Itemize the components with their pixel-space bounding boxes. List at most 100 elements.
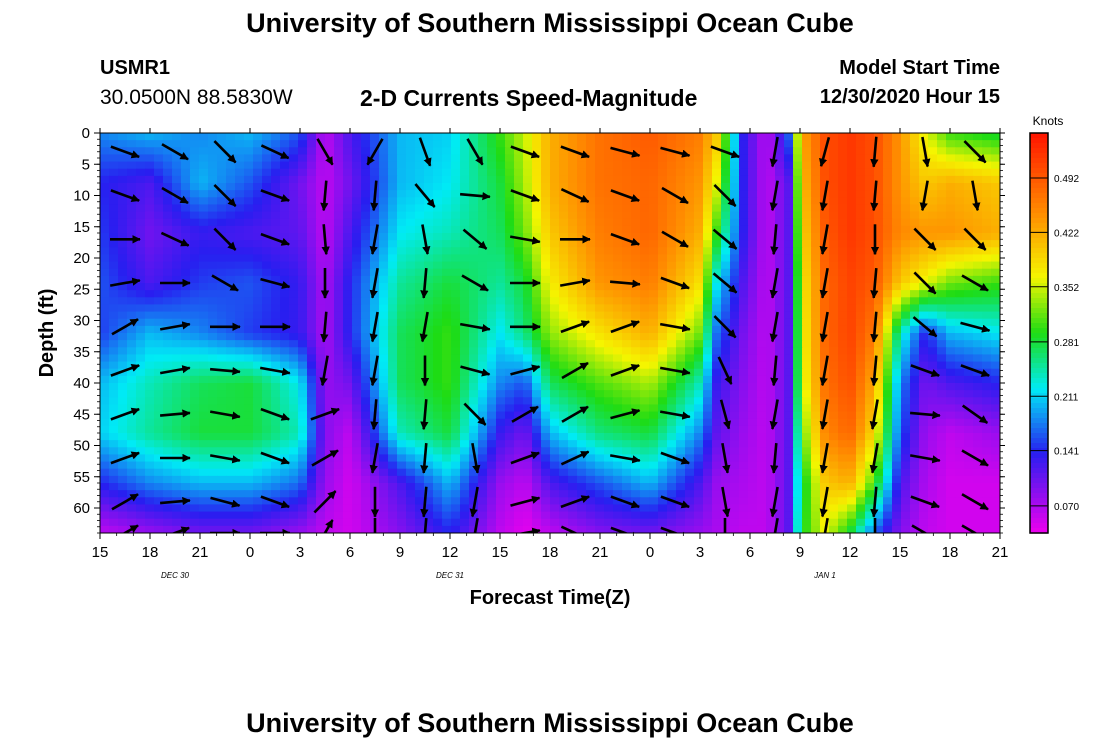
heatmap-cell <box>730 261 740 270</box>
heatmap-cell <box>559 468 569 477</box>
heatmap-cell <box>586 311 596 320</box>
heatmap-cell <box>838 233 848 241</box>
heatmap-cell <box>640 140 650 148</box>
heatmap-cell <box>469 183 479 191</box>
heatmap-cell <box>100 275 110 284</box>
heatmap-cell <box>298 440 308 448</box>
heatmap-cell <box>289 454 299 463</box>
heatmap-cell <box>307 468 317 477</box>
heatmap-cell <box>253 418 263 427</box>
heatmap-cell <box>910 197 920 206</box>
heatmap-cell <box>694 190 704 198</box>
heatmap-cell <box>487 268 497 277</box>
heatmap-cell <box>883 333 893 341</box>
heatmap-cell <box>586 447 596 456</box>
heatmap-cell <box>100 225 110 234</box>
heatmap-cell <box>307 233 317 241</box>
heatmap-cell <box>946 383 956 391</box>
heatmap-cell <box>145 240 155 248</box>
heatmap-cell <box>181 147 191 156</box>
heatmap-cell <box>370 447 380 456</box>
heatmap-cell <box>244 197 254 206</box>
heatmap-cell <box>730 404 740 413</box>
heatmap-cell <box>478 211 488 220</box>
heatmap-cell <box>244 425 254 434</box>
heatmap-cell <box>856 304 866 313</box>
heatmap-cell <box>181 190 191 198</box>
heatmap-cell <box>955 333 965 341</box>
heatmap-cell <box>856 390 866 398</box>
heatmap-cell <box>937 333 947 341</box>
heatmap-cell <box>325 340 335 348</box>
heatmap-cell <box>577 468 587 477</box>
heatmap-cell <box>604 147 614 156</box>
heatmap-cell <box>946 283 956 291</box>
heatmap-cell <box>901 140 911 148</box>
heatmap-cell <box>586 318 596 327</box>
heatmap-cell <box>928 211 938 220</box>
heatmap-cell <box>262 154 272 163</box>
heatmap-cell <box>271 333 281 341</box>
heatmap-cell <box>505 404 515 413</box>
heatmap-cell <box>694 340 704 348</box>
heatmap-cell <box>343 254 353 263</box>
heatmap-cell <box>694 475 704 484</box>
heatmap-cell <box>379 161 389 170</box>
heatmap-cell <box>874 161 884 170</box>
heatmap-cell <box>145 140 155 148</box>
heatmap-cell <box>550 311 560 320</box>
heatmap-cell <box>649 325 659 334</box>
heatmap-cell <box>514 447 524 456</box>
heatmap-cell <box>406 433 416 441</box>
heatmap-cell <box>640 361 650 370</box>
heatmap-cell <box>973 225 983 234</box>
heatmap-cell <box>550 354 560 363</box>
heatmap-cell <box>190 240 200 248</box>
heatmap-cell <box>109 425 119 434</box>
heatmap-cell <box>136 147 146 156</box>
heatmap-cell <box>901 375 911 384</box>
heatmap-cell <box>658 418 668 427</box>
heatmap-cell <box>919 347 929 356</box>
heatmap-cell <box>838 461 848 470</box>
heatmap-cell <box>802 383 812 391</box>
heatmap-cell <box>379 361 389 370</box>
heatmap-cell <box>865 140 875 148</box>
heatmap-cell <box>667 225 677 234</box>
heatmap-cell <box>748 325 758 334</box>
heatmap-cell <box>703 411 713 420</box>
heatmap-cell <box>127 254 137 263</box>
heatmap-cell <box>703 304 713 313</box>
heatmap-cell <box>856 483 866 491</box>
heatmap-cell <box>217 218 227 227</box>
heatmap-cell <box>343 418 353 427</box>
heatmap-cell <box>388 375 398 384</box>
heatmap-cell <box>433 375 443 384</box>
heatmap-cell <box>505 454 515 463</box>
heatmap-cell <box>856 340 866 348</box>
speed-heatmap <box>100 133 1000 533</box>
heatmap-cell <box>451 411 461 420</box>
heatmap-cell <box>127 340 137 348</box>
heatmap-cell <box>631 440 641 448</box>
heatmap-cell <box>685 140 695 148</box>
heatmap-cell <box>703 354 713 363</box>
heatmap-cell <box>901 340 911 348</box>
heatmap-cell <box>973 361 983 370</box>
heatmap-cell <box>289 347 299 356</box>
heatmap-cell <box>523 197 533 206</box>
heatmap-cell <box>397 318 407 327</box>
heatmap-cell <box>316 197 326 206</box>
heatmap-cell <box>379 183 389 191</box>
heatmap-cell <box>982 333 992 341</box>
heatmap-cell <box>847 254 857 263</box>
heatmap-cell <box>613 311 623 320</box>
heatmap-cell <box>874 175 884 184</box>
heatmap-cell <box>469 218 479 227</box>
heatmap-cell <box>433 268 443 277</box>
heatmap-cell <box>928 375 938 384</box>
heatmap-cell <box>604 204 614 213</box>
heatmap-cell <box>460 475 470 484</box>
heatmap-cell <box>433 211 443 220</box>
heatmap-cell <box>244 275 254 284</box>
